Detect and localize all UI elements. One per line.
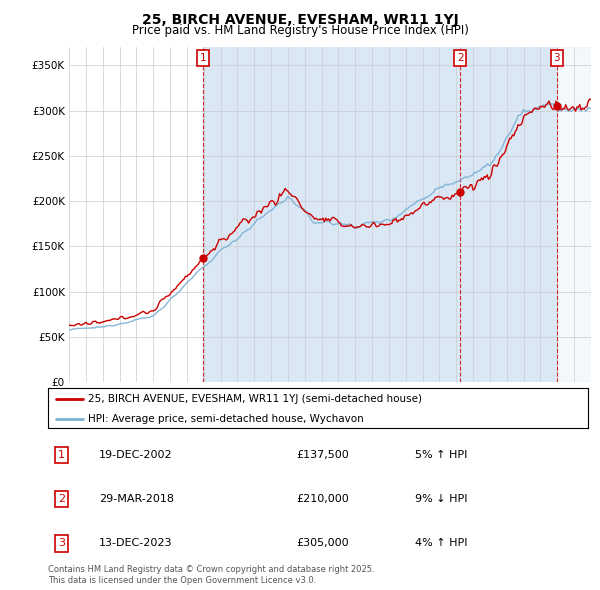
Text: 5% ↑ HPI: 5% ↑ HPI (415, 450, 467, 460)
Text: 1: 1 (58, 450, 65, 460)
Text: £305,000: £305,000 (296, 539, 349, 548)
Text: 25, BIRCH AVENUE, EVESHAM, WR11 1YJ (semi-detached house): 25, BIRCH AVENUE, EVESHAM, WR11 1YJ (sem… (89, 394, 422, 404)
Text: HPI: Average price, semi-detached house, Wychavon: HPI: Average price, semi-detached house,… (89, 414, 364, 424)
Text: 13-DEC-2023: 13-DEC-2023 (100, 539, 173, 548)
Text: 4% ↑ HPI: 4% ↑ HPI (415, 539, 468, 548)
Text: 19-DEC-2002: 19-DEC-2002 (100, 450, 173, 460)
Text: £137,500: £137,500 (296, 450, 349, 460)
Text: 29-MAR-2018: 29-MAR-2018 (100, 494, 175, 504)
Text: Price paid vs. HM Land Registry's House Price Index (HPI): Price paid vs. HM Land Registry's House … (131, 24, 469, 37)
Text: 9% ↓ HPI: 9% ↓ HPI (415, 494, 468, 504)
Text: 3: 3 (58, 539, 65, 548)
Text: 25, BIRCH AVENUE, EVESHAM, WR11 1YJ: 25, BIRCH AVENUE, EVESHAM, WR11 1YJ (142, 13, 458, 27)
Text: 2: 2 (457, 53, 464, 63)
Bar (557, 47, 591, 382)
Text: £210,000: £210,000 (296, 494, 349, 504)
Text: 1: 1 (200, 53, 206, 63)
Text: 2: 2 (58, 494, 65, 504)
Bar (203, 47, 557, 382)
Text: Contains HM Land Registry data © Crown copyright and database right 2025.
This d: Contains HM Land Registry data © Crown c… (48, 565, 374, 585)
Bar (557, 47, 591, 382)
Text: 3: 3 (553, 53, 560, 63)
